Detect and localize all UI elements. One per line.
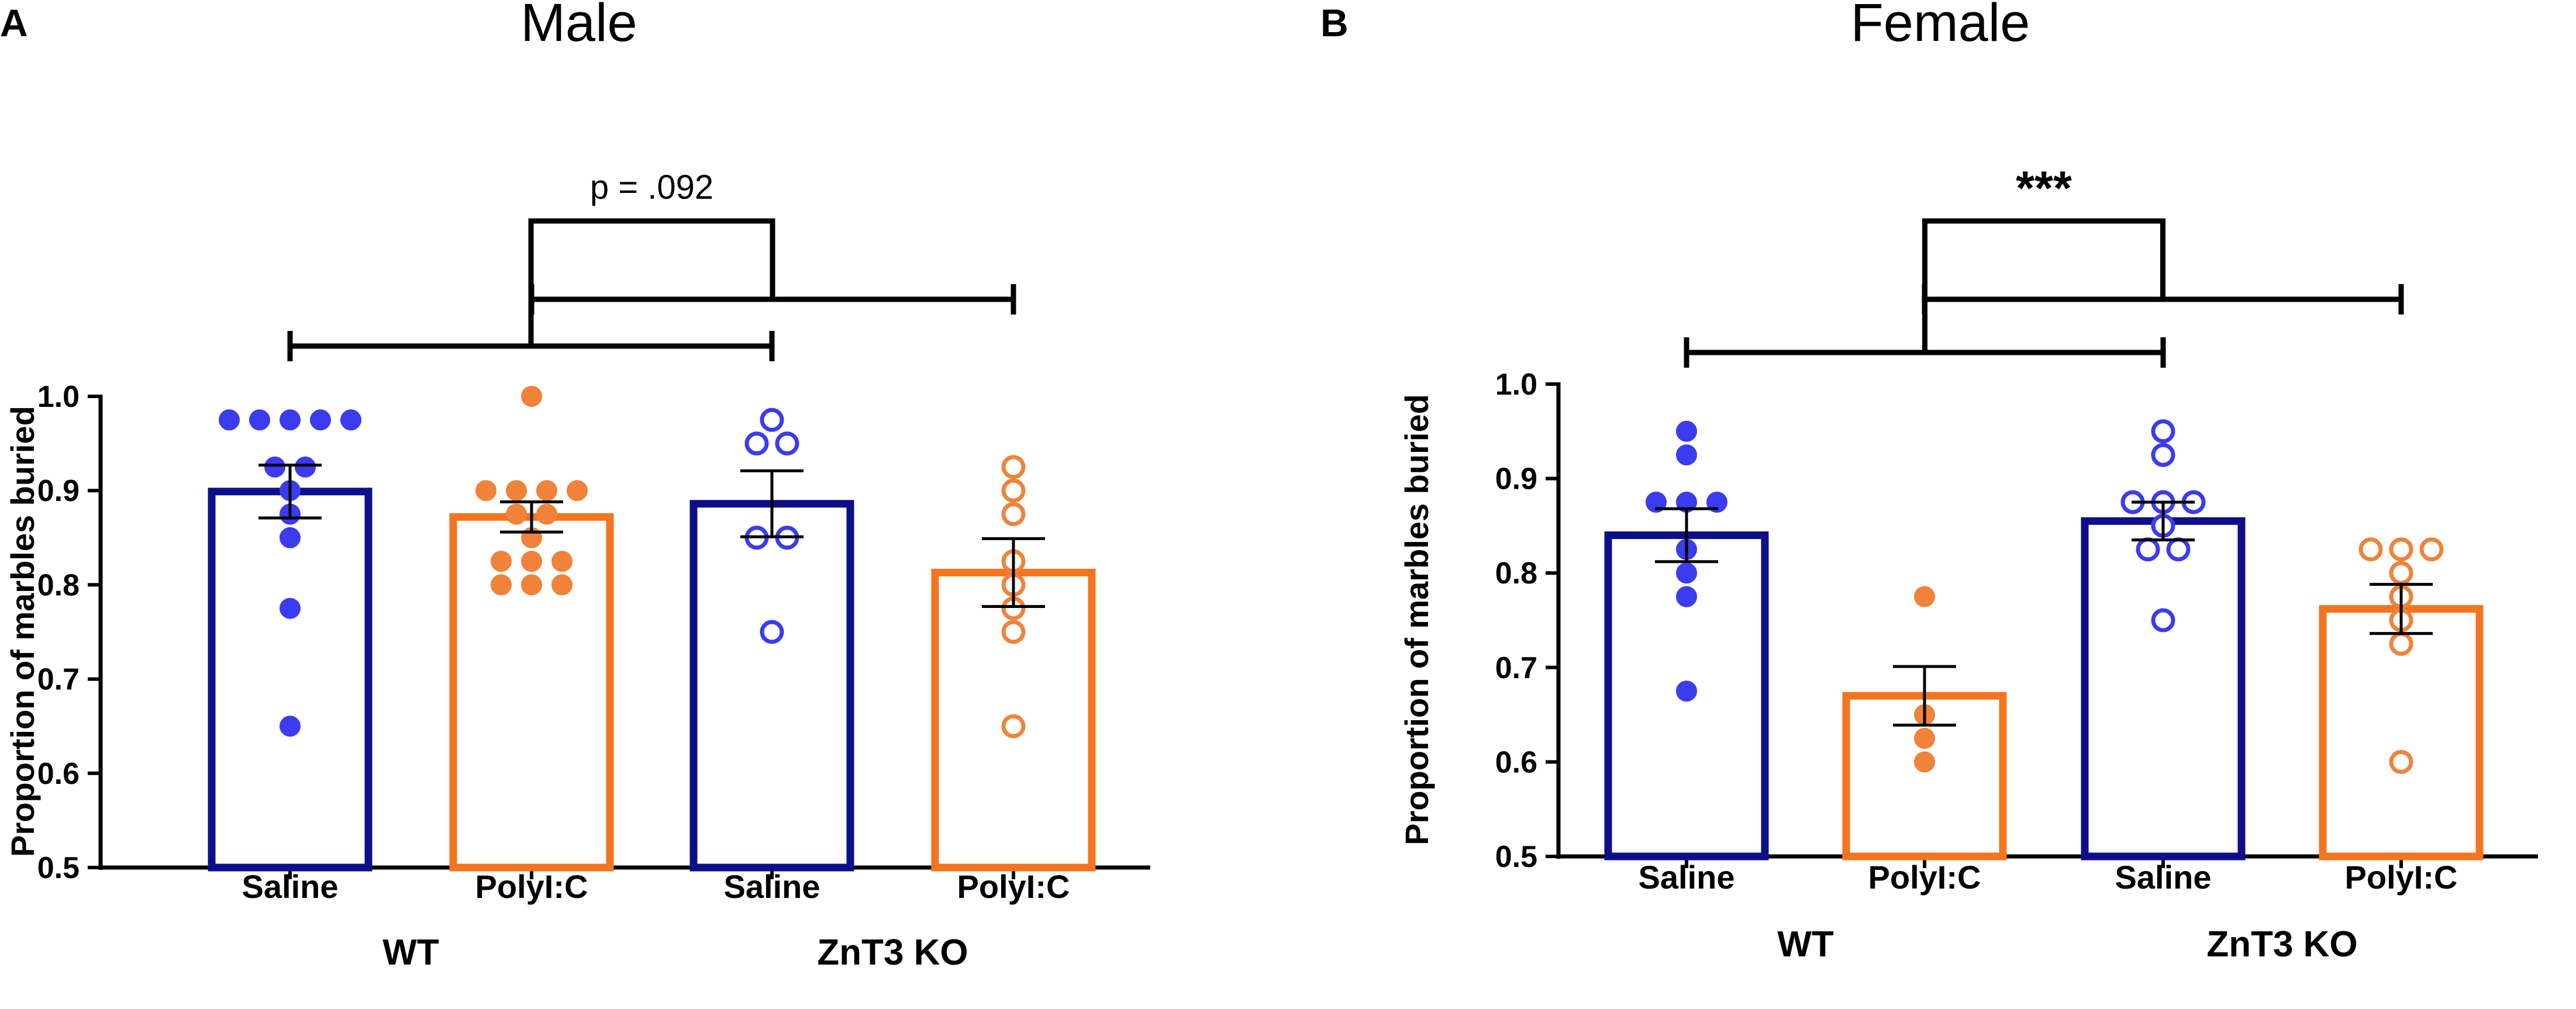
- panel-label: B: [1320, 1, 1349, 44]
- data-point: [760, 407, 784, 432]
- data-point: [536, 480, 557, 502]
- data-point: [475, 480, 496, 502]
- data-point: [1676, 586, 1697, 607]
- data-point: [2166, 537, 2191, 562]
- category-label: PolyI:C: [475, 868, 588, 905]
- data-point: [1914, 751, 1935, 773]
- data-point: [2151, 419, 2175, 444]
- data-point: [491, 551, 512, 572]
- data-point: [249, 409, 270, 431]
- data-point: [775, 431, 799, 456]
- data-point: [219, 409, 240, 431]
- y-tick-label: 0.6: [1495, 745, 1537, 779]
- bar: [208, 488, 373, 872]
- data-point: [760, 620, 784, 644]
- y-tick-label: 0.5: [37, 851, 80, 885]
- category-label: PolyI:C: [2345, 859, 2458, 896]
- category-label: PolyI:C: [1868, 859, 1981, 896]
- y-tick-label: 0.7: [37, 663, 80, 697]
- data-point: [340, 409, 361, 431]
- data-point: [1001, 620, 1026, 644]
- data-point: [1676, 562, 1697, 584]
- panel-female: B Female Proportion of marbles buried 0.5 0.…: [1320, 0, 2538, 965]
- y-tick-label: 0.6: [37, 757, 80, 791]
- y-tick-label: 0.7: [1495, 651, 1537, 685]
- group-label: ZnT3 KO: [2206, 924, 2357, 965]
- data-point: [2151, 608, 2175, 633]
- category-label: PolyI:C: [957, 868, 1070, 905]
- y-axis-label: Proportion of marbles buried: [1398, 394, 1435, 845]
- bar: [689, 500, 854, 872]
- y-axis-label: Proportion of marbles buried: [4, 406, 41, 857]
- data-point: [1676, 420, 1697, 442]
- category-label: Saline: [1639, 859, 1735, 896]
- data-point: [264, 456, 285, 478]
- bar: [2081, 517, 2246, 861]
- data-point: [551, 551, 573, 572]
- data-point: [2389, 749, 2413, 774]
- data-point: [506, 480, 527, 502]
- chart-title: Male: [520, 0, 637, 53]
- y-tick-label: 0.8: [37, 568, 80, 602]
- data-point: [551, 574, 573, 596]
- data-point: [521, 574, 542, 596]
- category-label: Saline: [724, 868, 820, 905]
- data-point: [536, 503, 557, 525]
- data-point: [280, 716, 301, 737]
- data-point: [1676, 444, 1697, 466]
- data-point: [280, 409, 301, 431]
- significance-label: ***: [2016, 162, 2072, 215]
- data-point: [280, 597, 301, 619]
- data-point: [2389, 537, 2413, 562]
- data-point: [1706, 492, 1727, 513]
- data-point: [2389, 561, 2413, 585]
- y-tick-label: 1.0: [1495, 368, 1537, 402]
- category-label: Saline: [242, 868, 339, 905]
- bracket-connector: [1922, 218, 2165, 353]
- category-label: Saline: [2115, 859, 2212, 896]
- y-tick-label: 0.9: [1495, 462, 1537, 496]
- data-point: [1001, 714, 1026, 738]
- group-label: ZnT3 KO: [817, 932, 968, 973]
- data-point: [2136, 537, 2160, 562]
- data-point: [2389, 631, 2413, 656]
- data-point: [521, 551, 542, 572]
- data-point: [744, 431, 769, 456]
- chart-title: Female: [1851, 0, 2030, 53]
- data-point: [567, 480, 588, 502]
- data-point: [1914, 728, 1935, 749]
- y-tick-label: 1.0: [37, 380, 80, 414]
- data-point: [1001, 455, 1026, 479]
- data-point: [295, 456, 316, 478]
- data-point: [310, 409, 331, 431]
- data-point: [280, 527, 301, 548]
- y-tick-label: 0.9: [37, 474, 80, 508]
- data-point: [1676, 680, 1697, 702]
- data-point: [1001, 478, 1026, 503]
- data-point: [491, 574, 512, 596]
- y-tick-label: 0.8: [1495, 557, 1537, 590]
- data-point: [521, 386, 542, 407]
- data-point: [2419, 537, 2444, 562]
- data-point: [506, 503, 527, 525]
- bracket-connector: [528, 218, 775, 346]
- data-point: [1001, 502, 1026, 526]
- data-point: [2358, 537, 2383, 562]
- group-label: WT: [1777, 924, 1834, 965]
- y-tick-label: 0.5: [1495, 840, 1537, 874]
- group-label: WT: [382, 932, 439, 973]
- data-point: [1914, 586, 1935, 607]
- data-point: [2151, 443, 2175, 467]
- significance-label: p = .092: [590, 168, 713, 206]
- panel-label: A: [0, 1, 28, 44]
- data-point: [1646, 492, 1667, 513]
